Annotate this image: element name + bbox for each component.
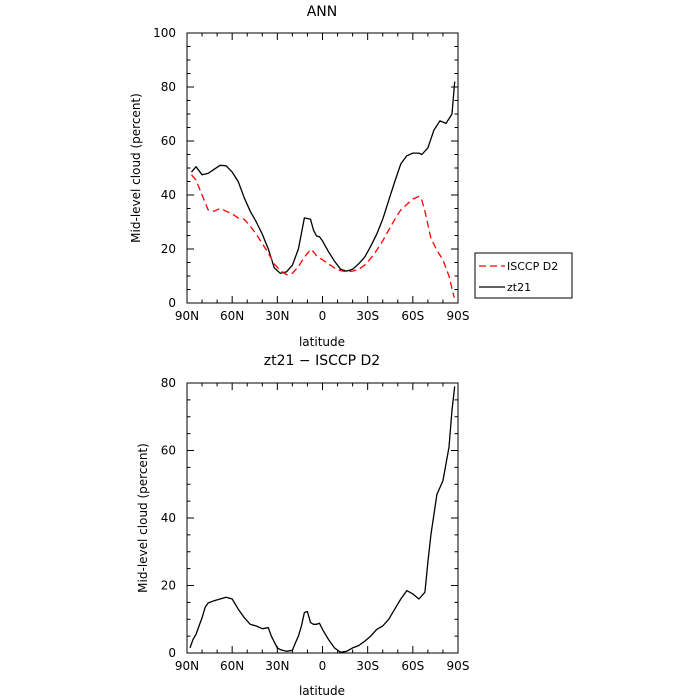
top-y-axis-label: Mid-level cloud (percent) bbox=[129, 93, 143, 243]
top-xtick-label: 60N bbox=[220, 309, 244, 323]
top-xtick-label: 30N bbox=[265, 309, 289, 323]
top-chart-title: ANN bbox=[307, 4, 338, 20]
top-xtick-label: 60S bbox=[401, 309, 424, 323]
bot-xtick-label: 0 bbox=[319, 659, 327, 673]
top-series-line-isccp-d2 bbox=[191, 174, 455, 298]
bot-xtick-label: 60N bbox=[220, 659, 244, 673]
top-ytick-label: 100 bbox=[153, 26, 176, 40]
top-x-axis: 90N 60N 30N 0 30S 60S 90S bbox=[175, 33, 470, 323]
legend-box bbox=[474, 252, 573, 299]
top-ytick-label: 0 bbox=[168, 296, 176, 310]
top-xtick-label: 90N bbox=[175, 309, 199, 323]
bot-ytick-label: 20 bbox=[161, 579, 176, 593]
bottom-y-axis-label: Mid-level cloud (percent) bbox=[136, 443, 150, 593]
bot-ytick-label: 80 bbox=[161, 376, 176, 390]
bottom-x-axis-label: latitude bbox=[299, 684, 345, 698]
bot-xtick-label: 90N bbox=[175, 659, 199, 673]
bottom-chart-title: zt21 − ISCCP D2 bbox=[264, 353, 380, 369]
top-ytick-label: 20 bbox=[161, 242, 176, 256]
bottom-chart: zt21 − ISCCP D2 90N 60N 30N 0 30S 60S 90S 0 20 4… bbox=[136, 353, 469, 698]
top-ytick-label: 80 bbox=[161, 80, 176, 94]
top-xtick-label: 30S bbox=[356, 309, 379, 323]
top-chart: ANN 90N 60N 30N 0 30S 60S 90S 0 20 40 60 80 100 lat… bbox=[129, 4, 469, 349]
bot-xtick-label: 30S bbox=[356, 659, 379, 673]
bot-xtick-label: 90S bbox=[447, 659, 470, 673]
bot-ytick-label: 0 bbox=[168, 646, 176, 660]
top-xtick-label: 0 bbox=[319, 309, 327, 323]
bottom-series-group bbox=[189, 386, 456, 653]
legend-label-isccp: ISCCP D2 bbox=[507, 260, 558, 273]
legend: ISCCP D2 zt21 bbox=[474, 252, 573, 299]
bot-series-line-difference bbox=[189, 386, 456, 653]
top-series-line-zt21 bbox=[191, 81, 456, 274]
top-series-group bbox=[191, 81, 456, 298]
bottom-x-axis: 90N 60N 30N 0 30S 60S 90S bbox=[175, 383, 470, 673]
top-xtick-label: 90S bbox=[447, 309, 470, 323]
top-x-axis-label: latitude bbox=[299, 335, 345, 349]
bottom-y-axis: 0 20 40 60 80 bbox=[161, 376, 458, 660]
bot-ytick-label: 60 bbox=[161, 444, 176, 458]
top-ytick-label: 40 bbox=[161, 188, 176, 202]
legend-label-zt21: zt21 bbox=[507, 281, 531, 294]
top-y-axis: 0 20 40 60 80 100 bbox=[153, 26, 458, 310]
bot-ytick-label: 40 bbox=[161, 511, 176, 525]
bot-xtick-label: 60S bbox=[401, 659, 424, 673]
bottom-plot-frame bbox=[186, 382, 459, 654]
bot-xtick-label: 30N bbox=[265, 659, 289, 673]
top-ytick-label: 60 bbox=[161, 134, 176, 148]
